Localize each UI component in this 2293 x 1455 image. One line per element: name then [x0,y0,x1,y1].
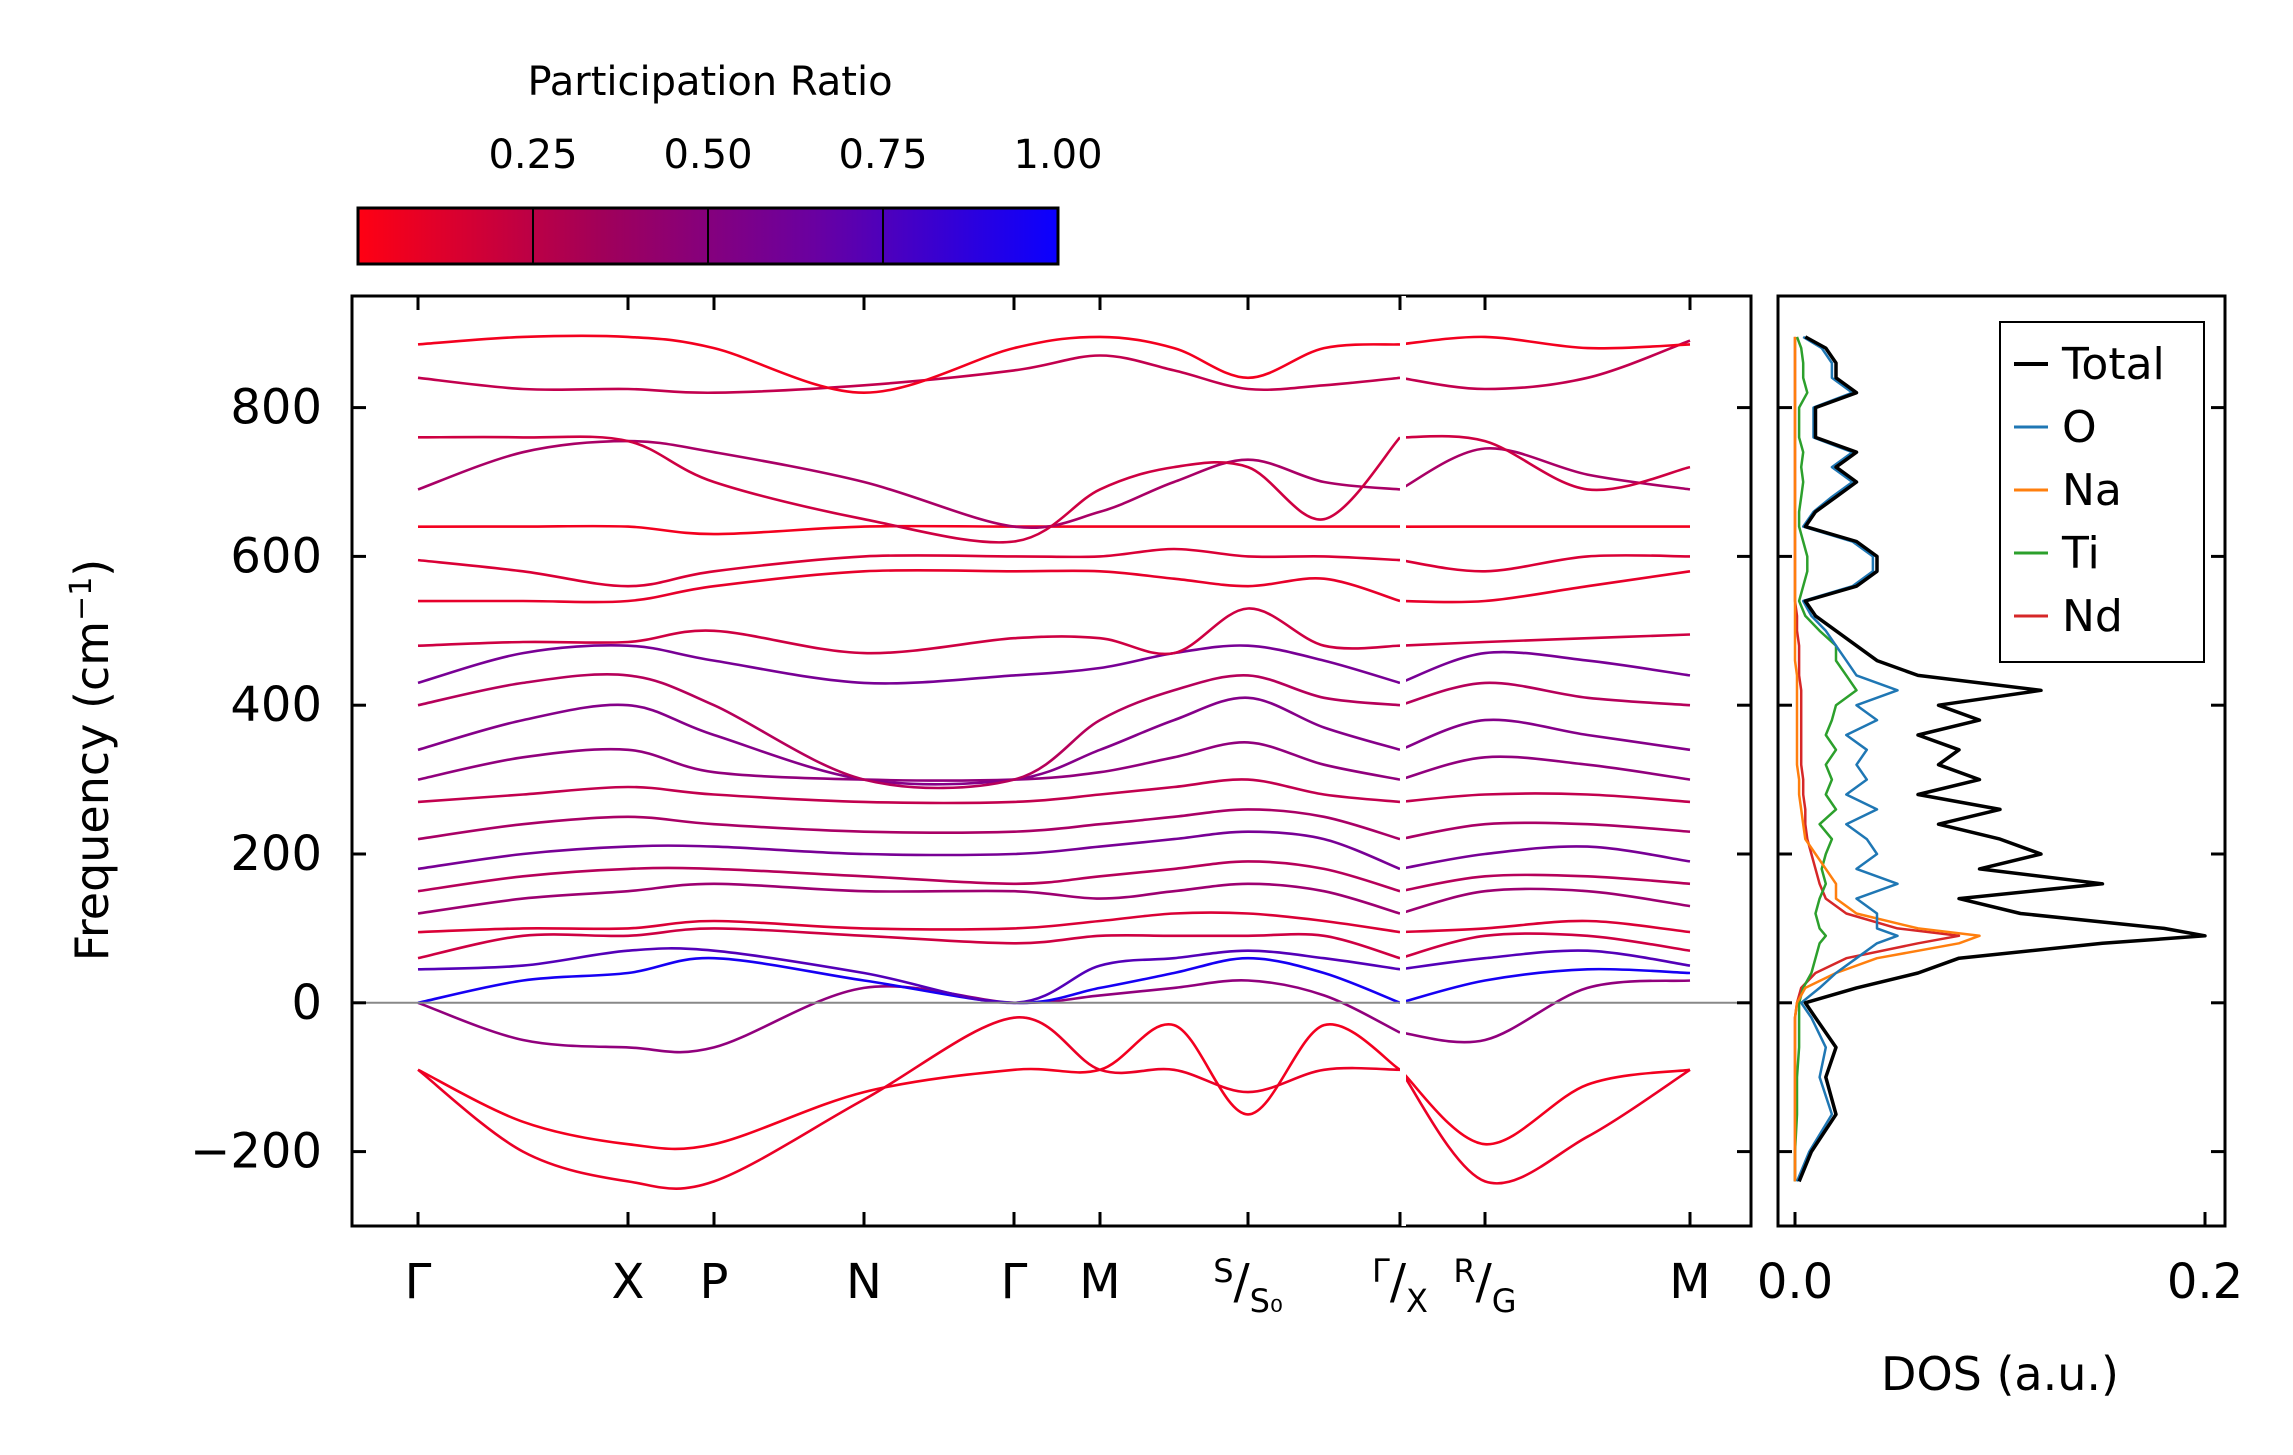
band-line [1403,434,1691,492]
band-line [417,741,1401,782]
dos-ticks: 0.0 0.2 [1757,406,2243,1310]
band-line [417,672,1401,790]
band-line [417,830,1401,871]
legend-label: Na [2062,465,2122,516]
high-symmetry-label: N [846,1254,882,1310]
band-line [417,927,1401,960]
band-line [417,439,1401,529]
band-line [1403,932,1691,959]
dos-curve-nd [1793,336,1961,1182]
band-line [417,882,1401,915]
dos-legend: Total O Na Ti Nd [1999,321,2205,663]
band-line [417,334,1401,395]
band-line [1403,718,1691,752]
colorbar-title: Participation Ratio [527,59,892,105]
dos-curves [1793,335,2207,1183]
y-tick-label: 400 [230,677,322,733]
band-line [1403,553,1691,573]
bands-segment-1 [417,334,1401,1190]
band-line [417,778,1401,805]
colorbar-tick-label: 0.75 [838,132,927,178]
high-symmetry-label: X [612,1254,645,1310]
y-tick-label: 800 [230,380,322,436]
band-line [417,696,1401,786]
band-line [417,547,1401,588]
band-line [1403,967,1691,1004]
band-line [1403,949,1691,971]
high-symmetry-label: P [700,1254,729,1310]
high-symmetry-label: R/G [1453,1252,1516,1320]
band-line [1403,873,1691,892]
band-frame-left [350,294,1753,1228]
colorbar-tick-label: 0.25 [488,132,577,178]
band-line [1403,1068,1691,1185]
band-line [417,607,1401,656]
dos-x-tick-label: 0.0 [1757,1254,1833,1310]
high-symmetry-label: M [1079,1254,1120,1310]
band-line [417,860,1401,893]
bands-segment-2 [1403,335,1691,1185]
dos-frame [1776,294,2227,1228]
high-symmetry-label: Γ [405,1254,432,1310]
legend-label: Total [2061,339,2165,390]
dos-curve-ti [1793,336,1858,1182]
band-line [1403,887,1691,915]
legend-label: Nd [2062,591,2123,642]
colorbar: Participation Ratio 0.25 0.50 0.75 1.00 [356,59,1103,266]
band-x-ticks: Γ X P N Γ M S/S₀Γ/XR/G M [405,296,1711,1320]
band-line [1403,755,1691,781]
band-line [1403,979,1691,1044]
legend-label: Ti [2061,528,2100,579]
dos-curve-o [1795,335,1899,1182]
dos-panel: 0.0 0.2 DOS (a.u.) Total O Na Ti Nd [1757,294,2243,1401]
band-line [1403,821,1691,840]
high-symmetry-label: Γ [1001,1254,1028,1310]
band-line [417,911,1401,934]
high-symmetry-label: Γ/X [1372,1252,1428,1320]
band-line [1403,1068,1691,1146]
band-line [417,354,1401,395]
dos-x-tick-label: 0.2 [2167,1254,2243,1310]
band-line [417,979,1401,1054]
high-symmetry-label: M [1669,1254,1710,1310]
dos-x-axis-label: DOS (a.u.) [1881,1347,2119,1401]
legend-label: O [2062,402,2097,453]
band-line [1403,447,1691,491]
legend-box [1999,321,2205,663]
band-line [1403,650,1691,684]
high-symmetry-label: S/S₀ [1213,1252,1283,1320]
y-tick-label: 600 [230,528,322,584]
band-line [417,1016,1401,1190]
band-line [1403,792,1691,804]
y-tick-label: 200 [230,826,322,882]
band-line [1403,919,1691,934]
band-line [417,644,1401,685]
y-tick-label: 0 [291,975,322,1031]
band-line [417,435,1401,544]
band-line [1403,845,1691,870]
y-tick-label: −200 [190,1124,322,1180]
band-line [1403,570,1691,604]
band-line [417,808,1401,841]
band-line [417,568,1401,604]
band-line [417,1023,1401,1151]
colorbar-ticks: 0.25 0.50 0.75 1.00 [488,132,1103,264]
dos-curve-total [1797,335,2207,1183]
colorbar-tick-label: 1.00 [1013,132,1102,178]
band-line [1403,335,1691,350]
band-line [1403,339,1691,391]
band-line [417,947,1401,1005]
band-line [1403,633,1691,647]
dos-curve-na [1793,336,1981,1182]
band-y-ticks: −200 0 200 400 600 800 [190,380,1751,1180]
colorbar-tick-label: 0.50 [663,132,752,178]
band-line [1403,681,1691,707]
band-line [417,524,1400,536]
y-axis-label: Frequency (cm−1) [64,559,120,962]
